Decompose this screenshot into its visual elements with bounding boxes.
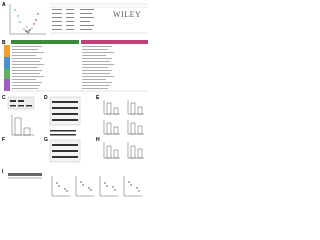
panel-label: B [2,40,6,46]
bar-plots-h [103,142,144,159]
panel-label: A [2,2,6,8]
blot-f [50,130,76,136]
panel-label: H [96,137,100,143]
gene-table [50,3,148,34]
panel-label: C [2,95,6,101]
blot-c [7,96,35,136]
blot-d [49,96,81,126]
panel-label: I [2,169,4,175]
panel-label: G [44,137,48,143]
panel-label: F [2,137,5,143]
panel-label: E [96,95,100,101]
figure: A WILEY B [0,0,150,201]
timeline-and-plots [8,173,142,197]
watermark: WILEY [113,10,141,19]
pathway-tables [4,40,148,92]
panel-label: D [44,95,48,101]
blot-g [49,139,81,163]
bar-plots-e [103,100,144,135]
volcano-plot [9,4,46,35]
